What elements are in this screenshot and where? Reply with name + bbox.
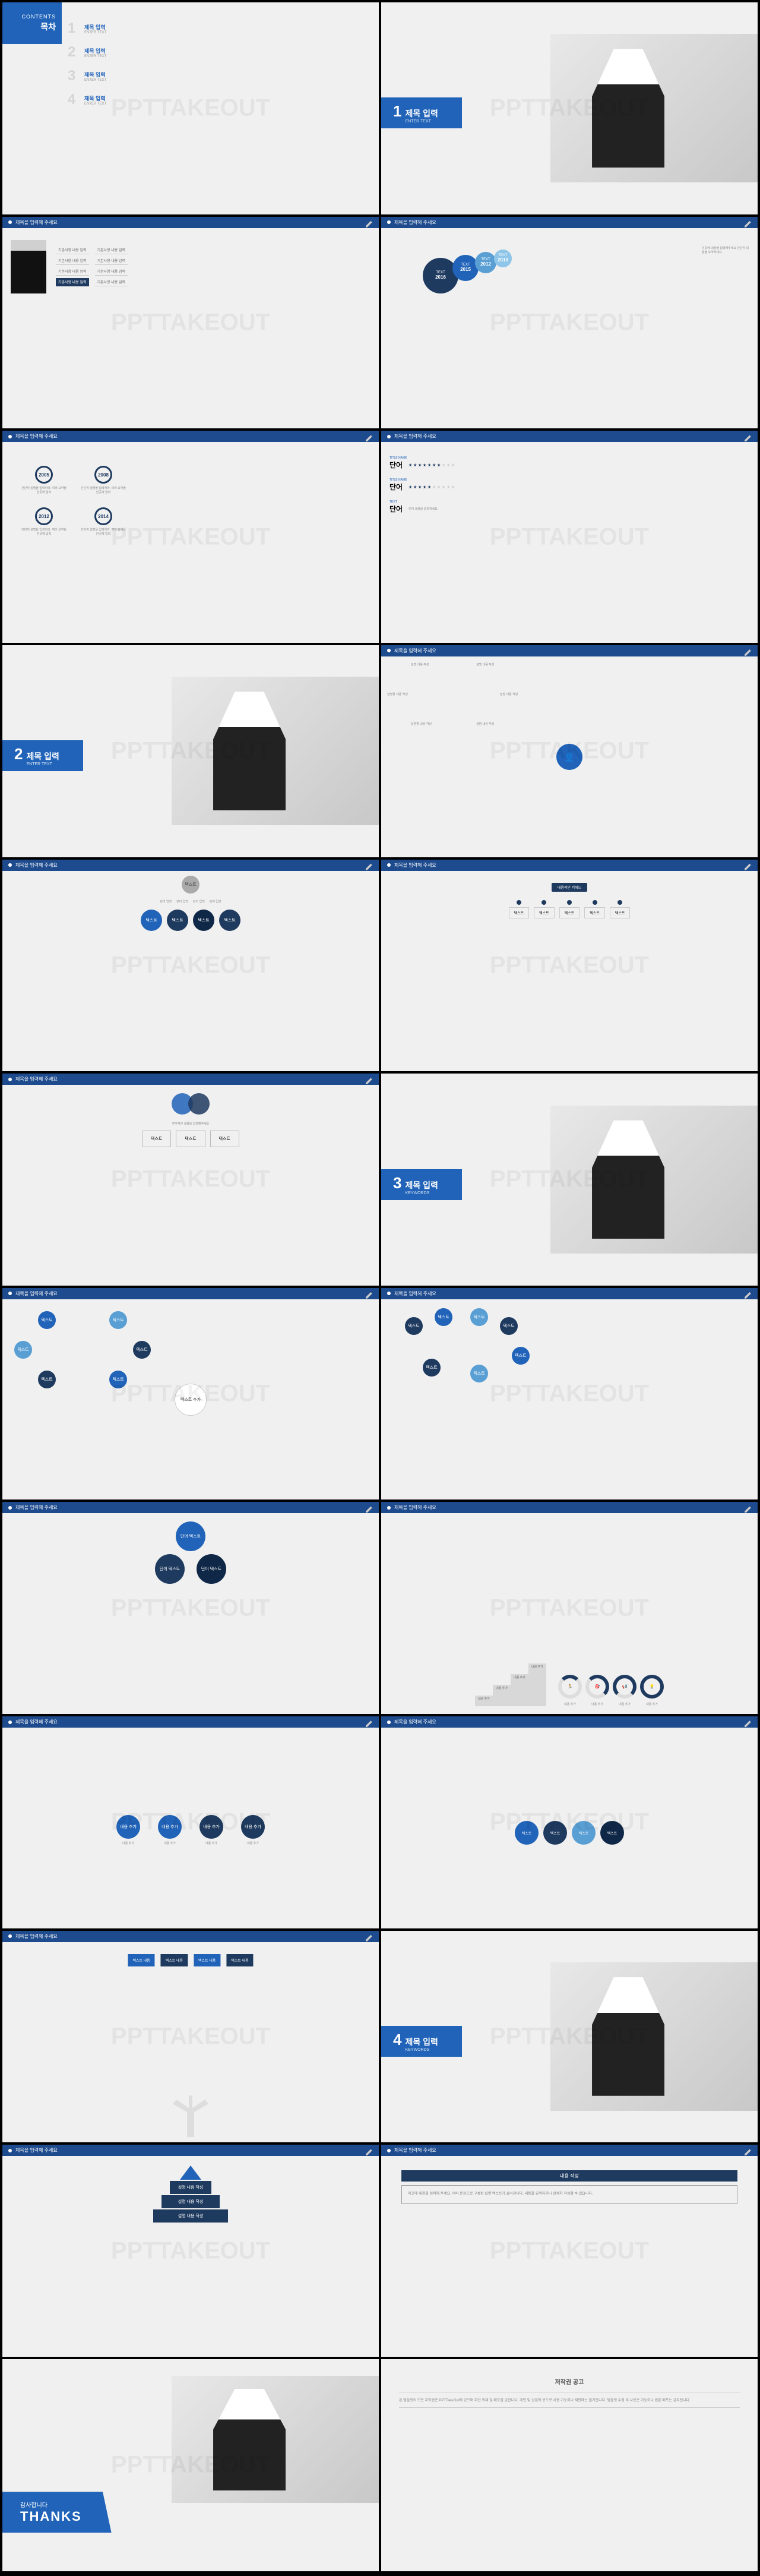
contents-list: 1 제목 입력ENTER TEXT 2 제목 입력ENTER TEXT 3 제목… xyxy=(68,20,106,115)
copyright-title: 저작권 공고 xyxy=(399,2377,740,2386)
year-balloon: TEXT2012 xyxy=(475,252,496,273)
medal-item: 2008간단히 설명을 입력하라. 여러 요약을 한곳에 입력 xyxy=(80,466,127,494)
tree-boxes: 텍스트 내용텍스트 내용텍스트 내용텍스트 내용 xyxy=(128,1954,253,1966)
thanks-bar: 감사합니다 THANKS xyxy=(2,2492,112,2533)
medal-item: 2014간단히 설명을 입력하라. 여러 요약을 한곳에 입력 xyxy=(80,507,127,536)
slide-stairs: 제목을 입력해 주세요 PPTTAKEOUT 내용 추가 내용 추가 내용 추가… xyxy=(381,1502,758,1714)
mid-row: 단어 입력단어 입력단어 입력단어 입력 xyxy=(160,899,221,904)
section-sub: ENTER TEXT xyxy=(405,119,438,124)
balloon-desc: 이곳에 내용을 입력해주세요 간단히 내용을 요약하세요 xyxy=(702,246,749,254)
slide-content-box: 제목을 입력해 주세요 PPTTAKEOUT 내용 작성 이곳에 내용을 입력해… xyxy=(381,2145,758,2357)
slide-network-2: 제목을 입력해 주세요 PPTTAKEOUT 텍스트텍스트텍스트텍스트텍스트텍스… xyxy=(381,1288,758,1500)
slide-contents: PPTTAKEOUT CONTENTS 목차 1 제목 입력ENTER TEXT… xyxy=(2,2,379,214)
slide-profile-table: 제목을 입력해 주세요 PPTTAKEOUT 기본사항 내용 입력기본사항 내용… xyxy=(2,217,379,429)
slide-header: 제목을 입력해 주세요 xyxy=(2,217,379,228)
contents-box: CONTENTS 목차 xyxy=(2,2,62,44)
slide-medals: 제목을 입력해 주세요 PPTTAKEOUT 2005간단히 설명을 입력하라.… xyxy=(2,431,379,643)
medal-area: 2005간단히 설명을 입력하라. 여러 요약을 한곳에 입력 2008간단히 … xyxy=(2,442,379,643)
tree-trunk-icon xyxy=(173,2095,208,2137)
contents-item: 3 제목 입력ENTER TEXT xyxy=(68,68,106,84)
gear-icon: 텍스트 xyxy=(572,1821,596,1845)
gear-icon: 텍스트 xyxy=(543,1821,567,1845)
slide-section-4: PPTTAKEOUT 4 제목 입력 KEYWORDS xyxy=(381,1931,758,2143)
medal-item: 2005간단히 설명을 입력하라. 여러 요약을 한곳에 입력 xyxy=(20,466,68,494)
rating-row: TITLE NAME 단어 xyxy=(390,456,455,470)
rating-word: 단어 xyxy=(390,460,403,470)
slide-section-1: PPTTAKEOUT 1 제목 입력 ENTER TEXT xyxy=(381,2,758,214)
slide-thanks: PPTTAKEOUT 감사합니다 THANKS xyxy=(2,2359,379,2571)
slide-radial: 제목을 입력해 주세요 PPTTAKEOUT 👤 설명 내용 작성설명 내용 작… xyxy=(381,645,758,857)
slide-section-2: PPTTAKEOUT 2 제목 입력 ENTER TEXT xyxy=(2,645,379,857)
year-balloon: TEXT2010 xyxy=(494,250,512,267)
text-row: 텍스트텍스트텍스트텍스트텍스트 xyxy=(509,900,631,918)
center-circle: 👤 xyxy=(556,744,582,770)
slide-network-1: 제목을 입력해 주세요 PPTTAKEOUT 텍스트 추가텍스트텍스트텍스트텍스… xyxy=(2,1288,379,1500)
contents-ko: 목차 xyxy=(40,21,56,33)
slide-copyright: 저작권 공고 본 템플릿의 모든 저작권은 PPTTakeOut에 있으며 무단… xyxy=(381,2359,758,2571)
slide-four-circles: 제목을 입력해 주세요 PPTTAKEOUT 내용 추가내용 추가내용 추가내용… xyxy=(2,1716,379,1928)
slide-tree: 제목을 입력해 주세요 PPTTAKEOUT 텍스트 내용텍스트 내용텍스트 내… xyxy=(2,1931,379,2143)
gear-row: 텍스트텍스트텍스트텍스트 xyxy=(381,1728,758,1928)
slide-ratings: 제목을 입력해 주세요 PPTTAKEOUT TITLE NAME 단어 TIT… xyxy=(381,431,758,643)
suit-photo xyxy=(11,240,46,293)
slide-triangle: 제목을 입력해 주세요 PPTTAKEOUT 설명 내용 작성 설명 내용 작성… xyxy=(2,2145,379,2357)
slide-hierarchy: 제목을 입력해 주세요 PPTTAKEOUT 텍스트 단어 입력단어 입력단어 … xyxy=(2,860,379,1072)
rating-row: TEXT 단어 단어 내용을 입력하세요 xyxy=(390,500,438,514)
top-node: 텍스트 xyxy=(182,876,200,894)
info-table: 기본사항 내용 입력기본사항 내용 입력기본사항 내용 입력기본사항 내용 입력… xyxy=(56,246,128,289)
section-num: 1 xyxy=(393,102,401,121)
box-body: 이곳에 내용을 입력해 주세요. 여러 문장으로 구성된 설명 텍스트가 들어갑… xyxy=(401,2185,737,2204)
star-rating xyxy=(408,463,455,467)
rating-row: TITLE NAME 단어 xyxy=(390,478,455,492)
copyright-body: 본 템플릿의 모든 저작권은 PPTTakeOut에 있으며 무단 복제 및 배… xyxy=(399,2397,740,2403)
keyword-button[interactable]: 내용적인 키워드 xyxy=(552,883,587,892)
slide-balloons: 제목을 입력해 주세요 PPTTAKEOUT 이곳에 내용을 입력해주세요 간단… xyxy=(381,217,758,429)
gear-icon: 텍스트 xyxy=(600,1821,624,1845)
slide-grid: PPTTAKEOUT CONTENTS 목차 1 제목 입력ENTER TEXT… xyxy=(2,2,758,2571)
box-row: 텍스트텍스트텍스트 xyxy=(142,1131,239,1147)
contents-item: 4 제목 입력ENTER TEXT xyxy=(68,91,106,108)
watermark: PPTTAKEOUT xyxy=(111,95,270,122)
contents-item: 2 제목 입력ENTER TEXT xyxy=(68,44,106,61)
medal-item: 2012간단히 설명을 입력하라. 여러 요약을 한곳에 입력 xyxy=(20,507,68,536)
slide-venn-boxes: 제목을 입력해 주세요 PPTTAKEOUT 부가적인 내용을 입력해주세요 텍… xyxy=(2,1074,379,1286)
bulb-icon: 💡 xyxy=(640,1675,664,1699)
network-area-2: 텍스트텍스트텍스트텍스트텍스트텍스트텍스트 xyxy=(381,1299,758,1500)
running-icon: 🏃 xyxy=(558,1675,582,1699)
contents-item: 1 제목 입력ENTER TEXT xyxy=(68,20,106,37)
staircase: 내용 추가 내용 추가 내용 추가 내용 추가 xyxy=(475,1659,546,1706)
slide-button-row: 제목을 입력해 주세요 PPTTAKEOUT 내용적인 키워드 텍스트텍스트텍스… xyxy=(381,860,758,1072)
section-bar: 1 제목 입력 ENTER TEXT xyxy=(381,97,462,128)
target-icon: 🎯 xyxy=(585,1675,609,1699)
box-title: 내용 작성 xyxy=(401,2170,737,2182)
gear-icon: 텍스트 xyxy=(515,1821,539,1845)
section-title: 제목 입력 xyxy=(405,108,438,119)
contents-en: CONTENTS xyxy=(22,14,56,20)
thanks-en: THANKS xyxy=(20,2509,82,2524)
slide-three-circles: 제목을 입력해 주세요 PPTTAKEOUT 단어 텍스트 단어 텍스트 단어 … xyxy=(2,1502,379,1714)
triangle-top xyxy=(180,2165,201,2180)
network-area-1: 텍스트 추가텍스트텍스트텍스트텍스트텍스트텍스트 xyxy=(2,1299,379,1500)
megaphone-icon: 📢 xyxy=(613,1675,636,1699)
year-balloon: TEXT2015 xyxy=(452,255,479,281)
slide-gears: 제목을 입력해 주세요 PPTTAKEOUT 텍스트텍스트텍스트텍스트 xyxy=(381,1716,758,1928)
balloon-area: 이곳에 내용을 입력해주세요 간단히 내용을 요약하세요 TEXT2016 TE… xyxy=(381,228,758,429)
slide-section-3: PPTTAKEOUT 3 제목 입력 KEYWORDS xyxy=(381,1074,758,1286)
circ-row: 텍스트텍스트텍스트텍스트 xyxy=(141,910,240,931)
thanks-ko: 감사합니다 xyxy=(20,2500,82,2509)
four-circ: 내용 추가내용 추가내용 추가내용 추가내용 추가내용 추가내용 추가내용 추가 xyxy=(2,1728,379,1928)
section-photo xyxy=(550,34,758,182)
